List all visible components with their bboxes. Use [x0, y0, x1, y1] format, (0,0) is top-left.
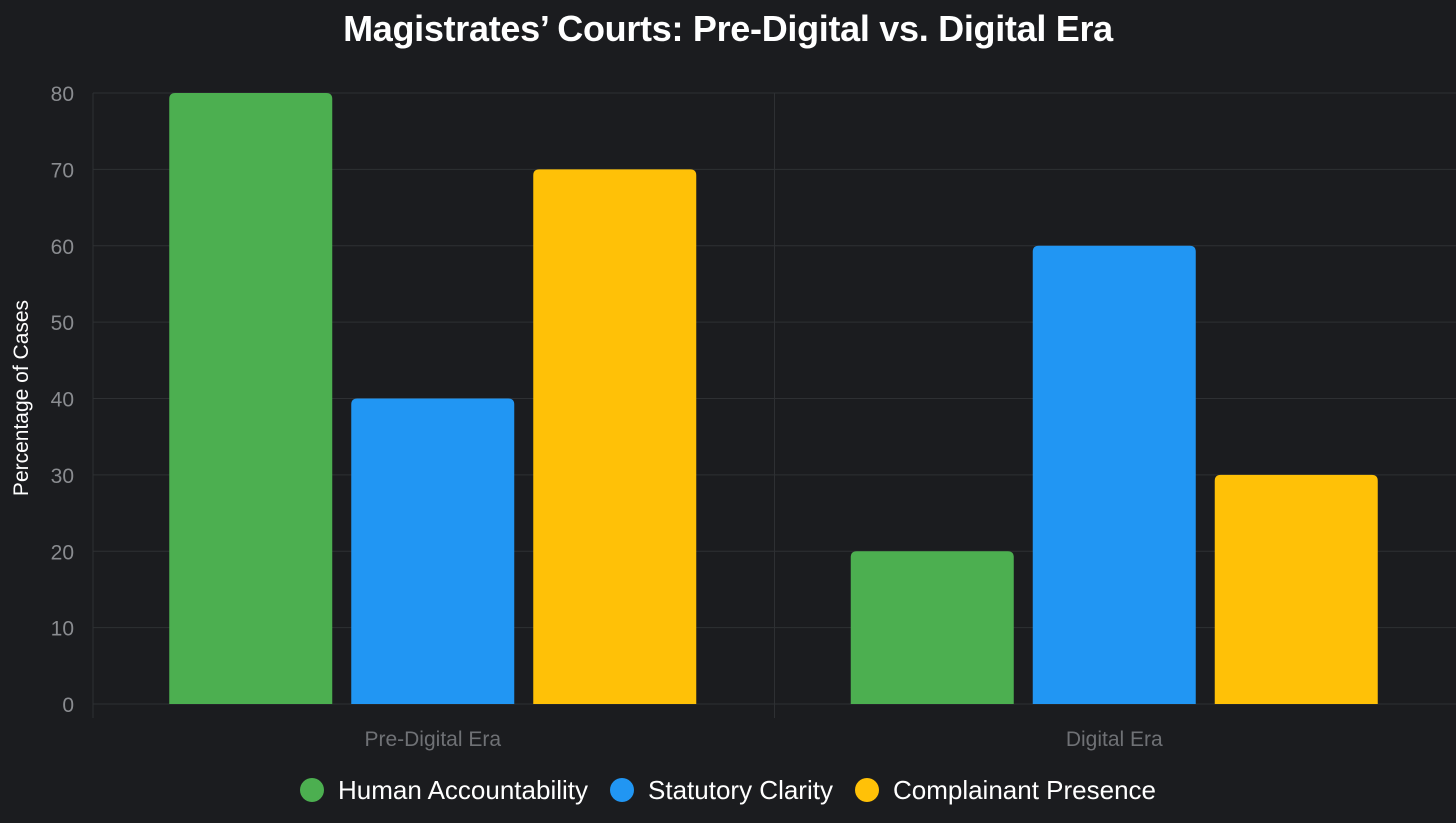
bar-chart: 0 10 20 30 40 50 60 70 80 Pre-Digital Era Digital… — [10, 83, 1456, 751]
legend-label: Human Accountability — [337, 774, 589, 805]
bars — [169, 93, 1378, 704]
legend-item[interactable]: Complainant Presence — [854, 774, 1157, 806]
legend-label: Statutory Clarity — [648, 774, 833, 805]
y-tick-label: 40 — [51, 389, 74, 412]
bar-complainant-presence-digital-era — [1214, 474, 1378, 704]
legend-swatch — [854, 778, 879, 802]
legend-swatch — [610, 778, 635, 802]
x-category-label: Digital Era — [1066, 728, 1163, 751]
legend-item[interactable]: Statutory Clarity — [610, 775, 833, 806]
x-category-label: Pre-Digital Era — [364, 728, 501, 751]
bar-statutory-clarity-digital-era — [1032, 245, 1196, 704]
chart-title: Magistrates’ Courts: Pre-Digital vs. Dig… — [343, 8, 1113, 49]
bar-statutory-clarity-pre-digital-era — [351, 398, 515, 704]
y-tick-label: 30 — [51, 465, 74, 488]
legend-swatch — [299, 778, 324, 802]
legend-label: Complainant Presence — [892, 774, 1157, 805]
y-tick-label: 70 — [51, 159, 74, 182]
legend: Human Accountability Statutory Clarity Com… — [0, 770, 1456, 810]
bar-complainant-presence-pre-digital-era — [533, 169, 697, 704]
bar-human-accountability-pre-digital-era — [169, 93, 333, 704]
y-tick-label: 0 — [62, 694, 74, 717]
y-axis-label: Percentage of Cases — [10, 300, 33, 496]
y-tick-label: 20 — [51, 541, 74, 564]
y-axis-ticks: 0 10 20 30 40 50 60 70 80 — [51, 83, 74, 717]
y-tick-label: 80 — [51, 83, 74, 106]
bar-human-accountability-digital-era — [850, 551, 1014, 704]
legend-item[interactable]: Human Accountability — [299, 774, 589, 806]
y-tick-label: 60 — [51, 236, 74, 259]
x-axis-categories: Pre-Digital Era Digital Era — [364, 728, 1163, 751]
y-tick-label: 10 — [51, 618, 74, 641]
y-tick-label: 50 — [51, 312, 74, 335]
